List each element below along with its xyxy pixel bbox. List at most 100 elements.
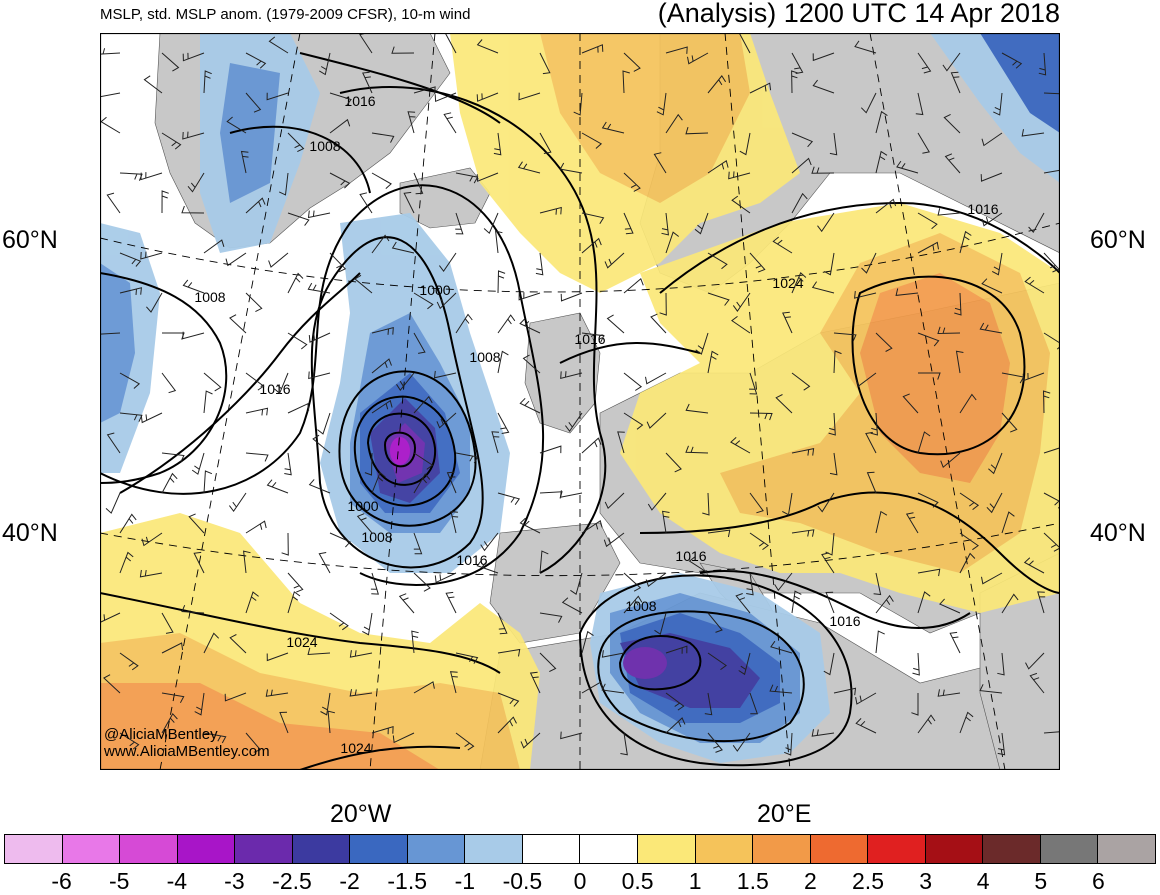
wind-barb <box>278 172 289 196</box>
isobar-label: 1008 <box>309 138 340 154</box>
wind-barb <box>687 52 709 65</box>
wind-barb <box>770 640 793 654</box>
wind-barb <box>318 552 331 574</box>
wind-barb <box>181 605 205 614</box>
colorbar-swatch <box>695 835 754 863</box>
isobar-label: 1016 <box>456 552 487 568</box>
wind-barb <box>735 593 751 614</box>
wind-barb <box>225 252 247 267</box>
wind-barb <box>364 452 373 476</box>
wind-barb <box>949 631 961 654</box>
wind-barb <box>581 237 602 254</box>
wind-barb <box>161 692 185 704</box>
wind-barb <box>739 132 751 156</box>
wind-barb <box>312 434 331 454</box>
wind-barb <box>403 191 415 214</box>
colorbar-swatch <box>925 835 984 863</box>
wind-barb <box>413 395 433 414</box>
wind-barb <box>917 52 932 74</box>
parallel-40n <box>100 522 1060 577</box>
wind-barb <box>865 431 877 454</box>
wind-barb <box>915 92 924 116</box>
wind-barb <box>782 492 793 516</box>
isobar-label: 1024 <box>772 275 803 291</box>
colorbar-swatch <box>465 835 523 863</box>
wind-barb <box>870 412 878 436</box>
isobar-label: 1000 <box>347 498 378 514</box>
wind-barb <box>606 314 625 334</box>
wind-barb <box>281 532 289 556</box>
wind-barb <box>229 492 247 513</box>
wind-barb <box>979 684 1003 694</box>
wind-barb <box>182 331 205 340</box>
wind-barb <box>654 612 667 636</box>
wind-barb <box>940 452 961 469</box>
wind-barb <box>791 447 815 456</box>
wind-barb <box>937 689 961 697</box>
wind-barb <box>661 212 669 236</box>
wind-barb <box>245 197 266 214</box>
wind-barb <box>1022 372 1045 382</box>
wind-barb <box>981 278 1003 294</box>
wind-barb <box>954 292 962 316</box>
wind-barb <box>434 92 457 103</box>
wind-barb <box>518 292 541 301</box>
wind-barb <box>866 471 877 494</box>
british-isles <box>524 312 601 434</box>
wind-barb <box>1001 52 1023 69</box>
wind-barb <box>573 92 583 116</box>
wind-barb <box>539 612 563 623</box>
wind-barb <box>707 529 731 538</box>
colorbar-tick-label: -0.5 <box>502 868 543 894</box>
colorbar-swatch <box>638 835 696 863</box>
wind-barb <box>396 372 415 392</box>
wind-barb <box>811 281 835 294</box>
wind-barb <box>581 519 603 534</box>
wind-barb <box>560 292 583 302</box>
isobar-1024-scandinavia <box>659 201 1060 294</box>
wind-barb <box>497 716 517 734</box>
positive-anomaly-fills <box>100 33 1060 770</box>
wind-barb <box>875 332 893 352</box>
wind-barb <box>811 729 835 737</box>
wind-barb <box>359 192 373 214</box>
wind-barb <box>517 161 541 174</box>
isobar-cyclone-3 <box>353 395 457 507</box>
wind-barb <box>603 532 625 548</box>
wind-barb <box>1029 672 1045 694</box>
wind-barb <box>772 236 793 254</box>
wind-barb <box>817 212 835 233</box>
wind-barb <box>266 479 289 494</box>
wind-barb <box>981 572 1003 585</box>
wind-barb <box>329 532 351 548</box>
wind-barb <box>161 472 178 494</box>
wind-barb <box>704 692 713 716</box>
wind-barb <box>476 92 499 102</box>
wind-barb <box>308 332 331 343</box>
wind-barb <box>702 492 710 516</box>
wind-barb <box>749 532 769 551</box>
wind-barb <box>875 110 888 134</box>
wind-barb <box>370 572 379 595</box>
wind-barb <box>161 372 177 394</box>
wind-barb <box>141 532 163 547</box>
wind-barb <box>455 452 479 464</box>
wind-barb <box>268 36 289 54</box>
wind-barb <box>731 316 751 334</box>
weather-map: 1016 1008 1008 1000 1008 1016 1016 1000 … <box>100 33 1060 770</box>
wind-barb <box>349 689 373 697</box>
isobar-1016-a <box>100 184 545 586</box>
wind-barb <box>245 520 267 534</box>
isobar-1024-atlantic <box>100 592 501 674</box>
lat-label-40n-right: 40°N <box>1090 519 1146 547</box>
colorbar-tick-label: 2 <box>803 868 817 894</box>
wind-barb <box>119 551 134 574</box>
wind-barb <box>707 252 728 270</box>
wind-barb <box>203 390 213 414</box>
wind-barb <box>161 712 178 734</box>
wind-barb <box>749 492 764 514</box>
wind-barb <box>661 510 670 534</box>
wind-barb <box>623 212 634 235</box>
wind-barb <box>497 270 506 294</box>
wind-barb <box>623 412 644 430</box>
